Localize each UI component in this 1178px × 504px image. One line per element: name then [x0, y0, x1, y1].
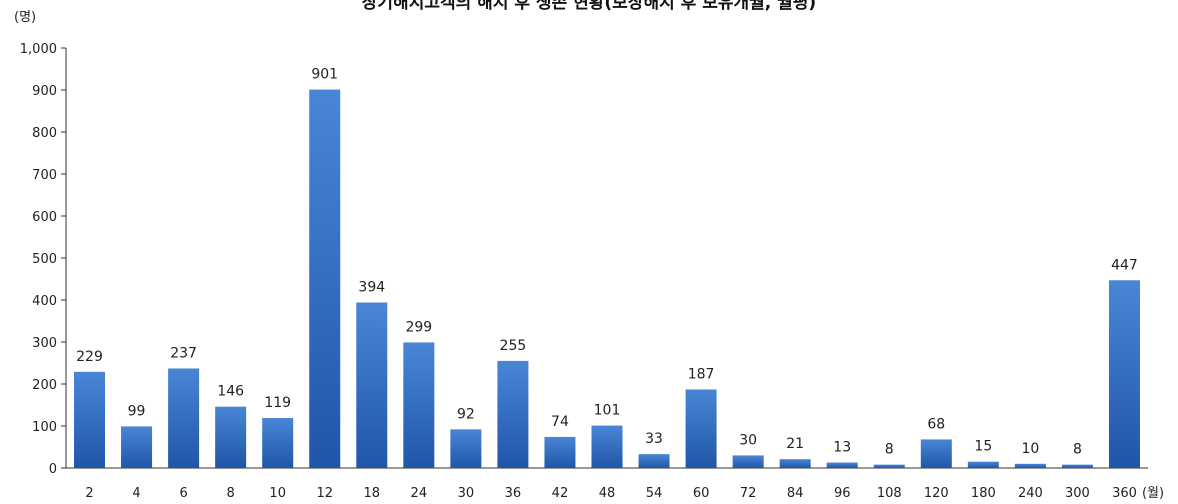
bar-value-label: 187	[688, 366, 715, 382]
x-tick-label: 96	[834, 486, 851, 501]
x-tick-label: 240	[1018, 486, 1043, 501]
bar	[685, 389, 717, 468]
bar	[591, 425, 623, 468]
y-tick-label: 500	[32, 252, 57, 267]
y-axis-ticks: 0 100 200 300 400 500 600 700 800 900 1,000	[20, 42, 66, 477]
bar-value-label: 68	[927, 416, 945, 432]
x-tick-label: 360	[1112, 486, 1137, 501]
bar	[262, 418, 294, 468]
bar	[967, 461, 999, 468]
chart-title: 장기해지고객의 해지 후 생존 현황(보장해지 후 보유개월, 월평)	[362, 0, 816, 13]
x-tick-label: 24	[411, 486, 428, 501]
bar-value-label: 21	[786, 436, 804, 452]
y-axis-unit-label: (명)	[14, 10, 36, 25]
bar	[873, 464, 905, 468]
bar	[544, 436, 576, 468]
x-tick-label: 8	[227, 486, 235, 501]
bar	[1014, 463, 1046, 468]
bar-value-label: 92	[457, 406, 475, 422]
x-tick-label: 84	[787, 486, 804, 501]
x-tick-label: 4	[132, 486, 140, 501]
x-tick-label: 120	[924, 486, 949, 501]
bar	[920, 439, 952, 468]
x-tick-label: 108	[877, 486, 902, 501]
bar-value-label: 119	[264, 395, 291, 411]
x-tick-label: 18	[364, 486, 381, 501]
bar	[638, 454, 670, 468]
bar-value-label: 30	[739, 432, 757, 448]
bar-value-label: 146	[217, 384, 244, 400]
bar-value-label: 13	[833, 440, 851, 456]
x-tick-label: 30	[458, 486, 475, 501]
bar-value-label: 10	[1021, 441, 1039, 457]
x-tick-label: 180	[971, 486, 996, 501]
bar-value-label: 8	[1073, 442, 1082, 458]
bar-value-label: 15	[974, 439, 992, 455]
bar	[732, 455, 764, 468]
y-tick-label: 900	[32, 84, 57, 99]
bar-value-label: 299	[405, 319, 432, 335]
x-tick-label: 300	[1065, 486, 1090, 501]
y-tick-label: 300	[32, 336, 57, 351]
bar	[356, 302, 388, 468]
bar	[74, 371, 106, 468]
x-tick-label: 6	[179, 486, 187, 501]
bar-value-label: 237	[170, 345, 197, 361]
bar-value-label: 394	[358, 280, 385, 296]
x-tick-label: 48	[599, 486, 616, 501]
bar-value-label: 99	[128, 403, 146, 419]
bar-value-label: 255	[500, 338, 527, 354]
bar	[215, 406, 247, 468]
y-tick-label: 800	[32, 126, 57, 141]
x-tick-label: 72	[740, 486, 757, 501]
bar-value-label: 101	[594, 403, 621, 419]
x-tick-label: 2	[85, 486, 93, 501]
bar	[779, 459, 811, 468]
x-tick-label: 54	[646, 486, 663, 501]
y-tick-label: 200	[32, 378, 57, 393]
bar	[1108, 280, 1140, 468]
y-tick-label: 0	[49, 462, 57, 477]
bar-value-label: 33	[645, 431, 663, 447]
x-axis-unit-label: (월)	[1142, 486, 1164, 501]
data-labels: 229 99 237 146 119 901 394 299 92 255 74 101 33 187 30…	[76, 67, 1138, 458]
bar-value-label: 8	[885, 442, 894, 458]
bar	[403, 342, 435, 468]
bar	[168, 368, 200, 468]
bar	[121, 426, 153, 468]
x-tick-label: 36	[505, 486, 522, 501]
bar	[497, 360, 529, 468]
bar	[1061, 464, 1093, 468]
y-tick-label: 700	[32, 168, 57, 183]
x-tick-label: 42	[552, 486, 569, 501]
x-tick-label: 60	[693, 486, 710, 501]
bar	[309, 89, 341, 468]
bar-value-label: 901	[311, 67, 338, 83]
y-tick-label: 100	[32, 420, 57, 435]
bar-value-label: 447	[1111, 257, 1138, 273]
y-tick-label: 600	[32, 210, 57, 225]
bar	[826, 462, 858, 468]
y-tick-label: 400	[32, 294, 57, 309]
x-tick-label: 12	[316, 486, 333, 501]
x-axis-ticks: 2 4 6 8 10 12 18 24 30 36 42 48 54 60 72 84 96 108 120 180 2…	[85, 486, 1137, 501]
bar-value-label: 229	[76, 349, 103, 365]
x-tick-label: 10	[269, 486, 286, 501]
bar-series	[74, 89, 1140, 468]
y-tick-label: 1,000	[20, 42, 57, 57]
bar	[450, 429, 482, 468]
bar-value-label: 74	[551, 414, 569, 430]
